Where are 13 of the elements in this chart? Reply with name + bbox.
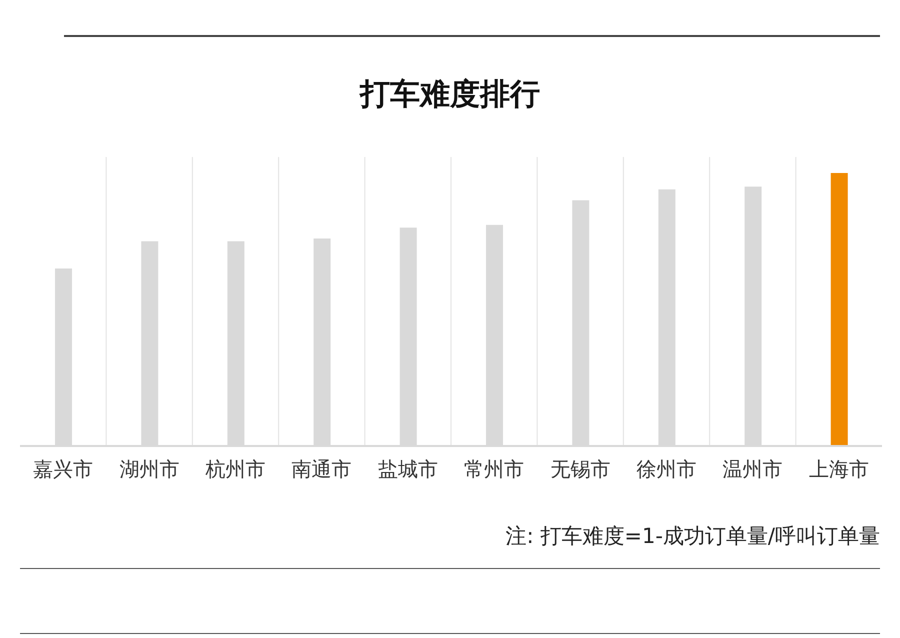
x-tick-label: 南通市 xyxy=(292,457,352,482)
bar xyxy=(830,173,848,446)
chart-title: 打车难度排行 xyxy=(358,76,541,114)
x-tick-label: 杭州市 xyxy=(204,457,266,482)
x-tick-label: 温州市 xyxy=(722,457,783,482)
x-tick-label: 无锡市 xyxy=(550,457,610,482)
x-tick-label: 湖州市 xyxy=(119,457,180,482)
x-tick-label: 嘉兴市 xyxy=(33,457,94,482)
text: 注: 打车难度=1-成功订单量/呼叫订单量 xyxy=(506,523,880,550)
x-tick-label: 盐城市 xyxy=(378,457,438,482)
x-tick-label: 上海市 xyxy=(808,457,869,482)
x-tick-label: 徐州市 xyxy=(636,457,696,482)
x-tick-label: 常州市 xyxy=(464,457,524,482)
